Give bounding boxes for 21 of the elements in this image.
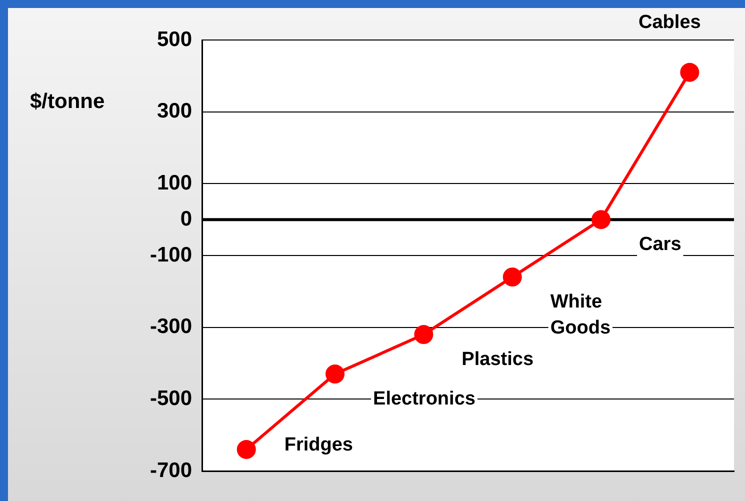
annotation: White Goods bbox=[550, 291, 611, 338]
y-tick-label: 500 bbox=[156, 28, 192, 51]
point bbox=[414, 325, 434, 344]
y-tick-label: 0 bbox=[180, 207, 192, 230]
point bbox=[236, 440, 256, 459]
annotation: Electronics bbox=[373, 388, 476, 410]
y-tick-label: 100 bbox=[156, 171, 192, 194]
annotation: Cars bbox=[639, 234, 682, 255]
y-axis-title: $/tonne bbox=[30, 90, 105, 114]
y-tick-label: -300 bbox=[150, 315, 192, 338]
text: Cables bbox=[638, 12, 701, 34]
annotation: Plastics bbox=[462, 348, 534, 370]
y-tick-label: -100 bbox=[150, 243, 192, 266]
point bbox=[592, 210, 611, 230]
point bbox=[326, 364, 345, 384]
point bbox=[680, 62, 700, 82]
point bbox=[502, 268, 522, 287]
y-tick-label: 300 bbox=[156, 100, 192, 123]
annotation: Fridges bbox=[284, 434, 353, 456]
y-tick-label: -500 bbox=[150, 386, 192, 410]
y-tick-label: -700 bbox=[150, 458, 192, 482]
